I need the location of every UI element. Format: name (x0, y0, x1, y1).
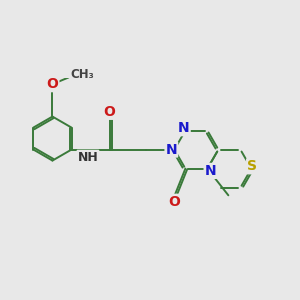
Text: N: N (178, 121, 190, 135)
Text: O: O (46, 77, 58, 91)
Text: N: N (205, 164, 216, 178)
Text: NH: NH (78, 151, 98, 164)
Text: O: O (168, 195, 180, 209)
Text: CH₃: CH₃ (70, 68, 94, 81)
Text: S: S (247, 159, 257, 173)
Text: O: O (104, 105, 116, 119)
Text: N: N (166, 142, 177, 157)
